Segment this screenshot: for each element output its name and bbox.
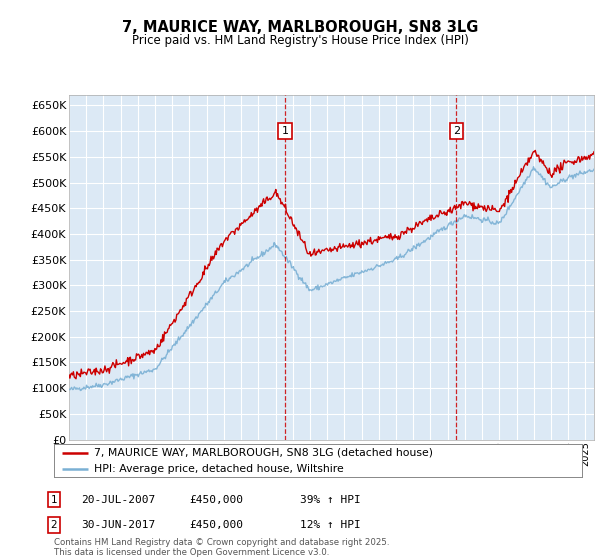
Text: 7, MAURICE WAY, MARLBOROUGH, SN8 3LG (detached house): 7, MAURICE WAY, MARLBOROUGH, SN8 3LG (de… — [94, 447, 433, 458]
Text: 1: 1 — [281, 127, 289, 137]
Text: 2: 2 — [453, 127, 460, 137]
Text: 2: 2 — [50, 520, 58, 530]
Text: 39% ↑ HPI: 39% ↑ HPI — [300, 494, 361, 505]
Text: Contains HM Land Registry data © Crown copyright and database right 2025.
This d: Contains HM Land Registry data © Crown c… — [54, 538, 389, 557]
Text: HPI: Average price, detached house, Wiltshire: HPI: Average price, detached house, Wilt… — [94, 464, 343, 474]
Text: 7, MAURICE WAY, MARLBOROUGH, SN8 3LG: 7, MAURICE WAY, MARLBOROUGH, SN8 3LG — [122, 20, 478, 35]
Text: Price paid vs. HM Land Registry's House Price Index (HPI): Price paid vs. HM Land Registry's House … — [131, 34, 469, 46]
Text: £450,000: £450,000 — [189, 520, 243, 530]
Text: 20-JUL-2007: 20-JUL-2007 — [81, 494, 155, 505]
Text: 1: 1 — [50, 494, 58, 505]
Text: £450,000: £450,000 — [189, 494, 243, 505]
Text: 12% ↑ HPI: 12% ↑ HPI — [300, 520, 361, 530]
Text: 30-JUN-2017: 30-JUN-2017 — [81, 520, 155, 530]
